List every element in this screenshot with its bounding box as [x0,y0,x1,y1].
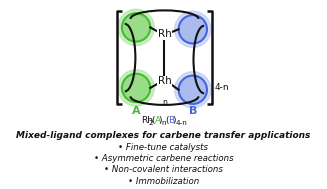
Text: (: ( [152,115,155,125]
Text: • Asymmetric carbene reactions: • Asymmetric carbene reactions [94,154,233,163]
Circle shape [179,15,207,43]
Text: n: n [162,120,166,126]
Text: 4-n: 4-n [215,83,229,92]
Text: Rh: Rh [158,29,171,39]
Text: 4-n: 4-n [175,120,187,126]
Circle shape [175,72,211,108]
Circle shape [122,74,150,102]
Text: ): ) [172,115,176,125]
Text: Mixed-ligand complexes for carbene transfer applications: Mixed-ligand complexes for carbene trans… [16,131,311,140]
Text: ): ) [158,115,162,125]
Circle shape [179,76,207,104]
Text: A: A [155,115,161,125]
Text: n: n [162,98,167,107]
Circle shape [175,11,211,47]
Text: Rh: Rh [142,115,153,125]
Text: B: B [189,106,197,115]
Text: A: A [132,106,140,115]
Text: 2: 2 [148,120,153,126]
Circle shape [118,70,154,106]
Text: • Fine-tune catalysts: • Fine-tune catalysts [118,143,209,152]
Text: • Non-covalent interactions: • Non-covalent interactions [104,165,223,174]
Circle shape [118,9,154,46]
Text: (: ( [165,115,169,125]
Text: • Immobilization: • Immobilization [128,177,199,186]
Circle shape [122,13,150,42]
Text: Rh: Rh [158,76,171,86]
Text: B: B [169,115,175,125]
